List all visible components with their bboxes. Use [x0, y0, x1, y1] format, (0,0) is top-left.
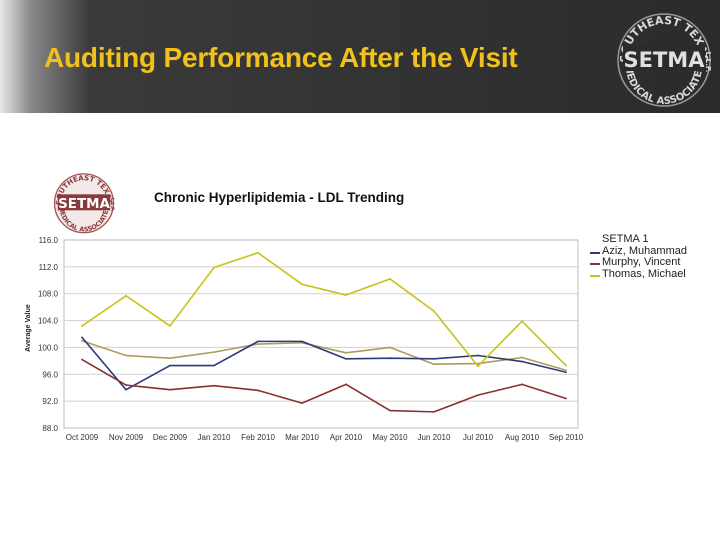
x-tick-label: Feb 2010 — [241, 433, 275, 442]
data-point — [125, 354, 127, 357]
x-tick-label: Jul 2010 — [463, 433, 494, 442]
plot-area — [63, 239, 579, 429]
series-line-aziz-muhammad — [81, 336, 567, 391]
data-point — [565, 369, 567, 372]
series-line-murphy-vincent — [81, 358, 567, 413]
data-point — [345, 383, 347, 386]
legend-item: Thomas, Michael — [590, 267, 715, 281]
data-point — [257, 340, 259, 343]
data-point — [433, 410, 435, 413]
chart-title: Chronic Hyperlipidemia - LDL Trending — [154, 190, 405, 205]
y-tick-label: 112.0 — [39, 263, 59, 272]
data-point — [477, 354, 479, 357]
x-tick-label: Sep 2010 — [549, 433, 584, 442]
data-point — [477, 362, 479, 365]
data-point — [433, 357, 435, 360]
x-tick-label: Oct 2009 — [66, 433, 99, 442]
small-logo-center-text: SETMA — [58, 197, 110, 212]
chart-legend: SETMA 1 Aziz, Muhammad Murphy, Vincent Tho… — [590, 233, 715, 281]
data-point — [81, 339, 83, 342]
data-point — [433, 363, 435, 366]
logo-side-text: L.L.P. — [704, 52, 712, 73]
data-point — [169, 364, 171, 367]
x-tick-label: Dec 2009 — [153, 433, 188, 442]
data-point — [81, 325, 83, 327]
legend-item: Aziz, Muhammad — [590, 244, 715, 258]
slide-header — [0, 0, 720, 113]
y-tick-label: 100.0 — [38, 343, 59, 352]
data-point — [125, 384, 127, 386]
data-point — [301, 402, 303, 405]
x-tick-label: Jan 2010 — [198, 433, 231, 442]
data-point — [345, 351, 347, 354]
legend-swatch — [590, 274, 600, 277]
data-point — [81, 336, 83, 339]
y-tick-label: 108.0 — [38, 290, 59, 299]
data-point — [389, 357, 391, 360]
y-axis-label: Average Value — [25, 304, 32, 352]
y-tick-label: 92.0 — [42, 397, 58, 406]
data-point — [169, 388, 171, 391]
data-point — [521, 356, 523, 359]
y-tick-label: 104.0 — [38, 317, 59, 326]
data-point — [125, 294, 127, 297]
data-point — [433, 310, 435, 313]
data-point — [345, 357, 347, 360]
y-tick-label: 88.0 — [42, 424, 58, 433]
data-point — [213, 266, 215, 269]
x-tick-label: Nov 2009 — [109, 433, 144, 442]
x-tick-label: Apr 2010 — [330, 433, 363, 442]
data-point — [169, 357, 171, 360]
legend-label: Thomas, Michael — [602, 267, 686, 280]
series-line-setma-1 — [81, 339, 567, 372]
data-point — [257, 343, 259, 345]
data-point — [169, 325, 171, 327]
series-line-thomas-michael — [81, 251, 567, 368]
legend-label: Murphy, Vincent — [602, 256, 681, 268]
data-point — [81, 358, 83, 361]
data-point — [213, 384, 215, 387]
x-tick-label: Jun 2010 — [418, 433, 451, 442]
legend-swatch — [590, 263, 600, 265]
data-point — [565, 364, 567, 367]
data-point — [477, 365, 479, 368]
legend-swatch — [590, 251, 600, 254]
legend-header: SETMA 1 — [602, 233, 649, 245]
legend-item: Murphy, Vincent — [590, 256, 715, 269]
data-point — [213, 351, 215, 354]
data-point — [213, 364, 215, 367]
logo-center-text: SETMA — [624, 48, 706, 72]
data-point — [257, 251, 259, 254]
data-point — [389, 346, 391, 349]
data-point — [389, 409, 391, 412]
slide-title: Auditing Performance After the Visit — [44, 42, 518, 73]
x-tick-label: Aug 2010 — [505, 433, 540, 442]
data-point — [345, 294, 347, 296]
x-tick-label: Mar 2010 — [285, 433, 319, 442]
data-point — [389, 278, 391, 280]
small-logo-side-text: L.L.P. — [109, 198, 115, 212]
data-point — [521, 360, 523, 363]
data-point — [521, 383, 523, 386]
y-tick-label: 116.0 — [39, 236, 59, 245]
data-point — [301, 283, 303, 286]
data-point — [565, 371, 567, 374]
y-tick-label: 96.0 — [42, 370, 58, 379]
data-point — [301, 340, 303, 343]
data-point — [477, 394, 479, 396]
data-point — [521, 320, 523, 323]
data-point — [125, 388, 127, 391]
x-tick-label: May 2010 — [372, 433, 408, 442]
data-point — [257, 389, 259, 392]
legend-label: Aziz, Muhammad — [602, 244, 687, 257]
data-point — [565, 397, 567, 400]
